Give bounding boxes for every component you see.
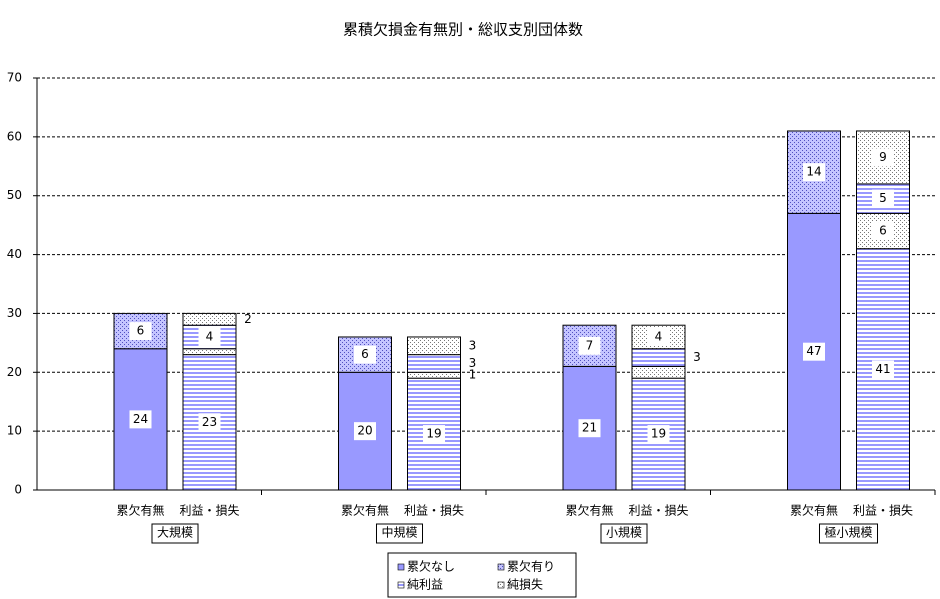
bar-label: 利益・損失 [628,503,688,518]
data-label: 3 [693,350,701,364]
data-label: 19 [651,427,666,441]
y-tick-label: 50 [7,188,22,202]
bar-segment [631,348,686,367]
legend-swatch [397,581,405,589]
data-label-bg [578,336,601,355]
bar-label: 利益・損失 [179,503,239,518]
legend-label: 純利益 [407,578,443,592]
data-label: 6 [361,347,369,361]
data-label-bg [647,327,670,346]
bar-segment [182,354,237,491]
group-label-box [151,523,199,544]
bar-segment [787,130,841,214]
y-tick-label: 20 [7,365,22,379]
data-label-bg [872,148,894,167]
group-label-box [600,523,648,544]
legend-label: 累欠有り [507,559,555,574]
data-label: 20 [357,424,372,438]
bar-segment [407,371,461,379]
bar-label: 累欠有無 [790,503,838,518]
bar-label: 累欠有無 [565,503,613,518]
data-label: 19 [426,427,441,441]
data-label: 23 [202,415,217,429]
group-label-box [818,523,879,544]
y-tick-label: 10 [7,424,22,438]
data-label: 6 [879,224,887,238]
data-label-bg [803,163,825,182]
bar-label: 累欠有無 [116,503,164,518]
data-label-bg [872,222,894,241]
legend-label: 累欠なし [407,559,455,574]
group-label: 中規模 [381,525,417,540]
data-label: 41 [875,362,890,376]
data-label: 24 [133,412,148,426]
data-label: 3 [469,356,477,370]
bar-segment [407,354,461,373]
data-label-bg [872,189,894,208]
chart-title: 累積欠損金有無別・総収支別団体数 [343,21,583,39]
y-tick-label: 0 [14,483,22,497]
bar-segment [182,312,237,326]
bar-label: 累欠有無 [341,503,389,518]
data-label: 5 [879,191,887,205]
group-label: 極小規模 [824,525,872,540]
data-label-bg [198,327,221,346]
data-label: 21 [582,421,597,435]
data-label-bg [198,413,221,432]
bar-label: 利益・損失 [404,503,464,518]
data-label: 14 [806,165,821,179]
y-tick-label: 40 [7,247,22,261]
y-tick-label: 60 [7,129,22,143]
y-tick-label: 70 [7,71,22,85]
data-label: 4 [206,329,214,343]
group-label: 小規模 [606,525,642,540]
legend-swatch [397,563,405,571]
data-label-bg [872,360,894,379]
bar-label: 利益・損失 [853,503,913,518]
data-label-bg [423,425,445,444]
legend-box [387,552,577,598]
data-label-bg [129,322,152,341]
data-label: 47 [806,344,821,358]
data-label-bg [354,422,376,441]
bar-segment [562,324,617,367]
data-label-bg [578,419,601,438]
legend-swatch [497,563,505,571]
legend-swatch [497,581,505,589]
data-label: 7 [586,338,594,352]
bar-segment [182,348,237,356]
data-label: 4 [655,329,663,343]
legend-label: 純損失 [507,577,543,592]
data-label-bg [647,425,670,444]
data-label: 9 [879,150,887,164]
data-label-bg [803,342,825,361]
data-label: 2 [244,312,252,326]
data-label: 3 [469,338,477,352]
group-label-box [375,523,424,544]
data-label: 1 [469,368,477,382]
y-tick-label: 30 [7,306,22,320]
data-label-bg [354,345,376,364]
data-label-bg [129,410,152,429]
group-label: 大規模 [157,525,193,540]
bar-segment [631,365,686,379]
bar-segment [407,336,461,356]
data-label: 6 [137,324,145,338]
